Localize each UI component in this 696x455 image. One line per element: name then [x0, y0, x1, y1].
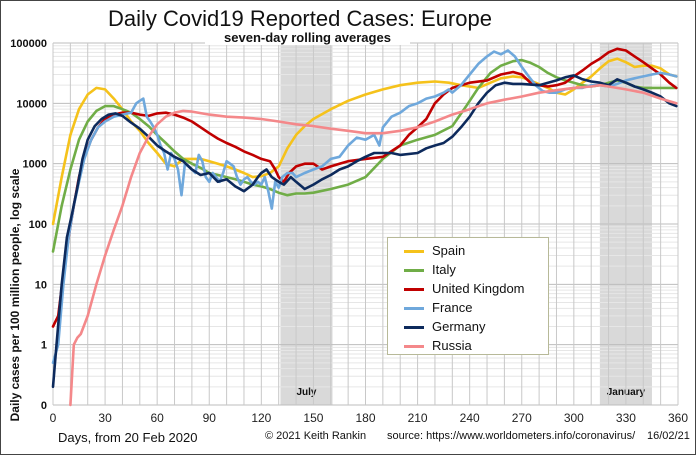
chart-subtitle: seven-day rolling averages [205, 30, 410, 45]
legend-label: United Kingdom [432, 281, 525, 296]
legend-item: France [388, 299, 548, 318]
date-text: 16/02/21 [647, 430, 690, 442]
legend-swatch [404, 307, 424, 310]
legend-item: Spain [388, 242, 548, 261]
x-tick-label: 90 [203, 411, 217, 425]
series-line-spain [51, 57, 678, 226]
series-line-france [51, 49, 678, 365]
y-tick-label: 10 [35, 279, 47, 291]
legend-swatch [404, 288, 424, 291]
legend-swatch [404, 345, 424, 348]
y-tick-label: 1 [41, 340, 47, 352]
x-tick-label: 60 [150, 411, 164, 425]
x-tick-label: 360 [668, 411, 688, 425]
copyright-text: © 2021 Keith Rankin [265, 430, 367, 442]
series-line-germany [51, 74, 678, 389]
x-tick-label: 270 [512, 411, 532, 425]
x-tick-label: 330 [616, 411, 636, 425]
legend-item: Russia [388, 337, 548, 356]
legend-label: France [432, 300, 473, 315]
shaded-band-label: July [296, 387, 316, 398]
x-tick-label: 240 [460, 411, 480, 425]
x-tick-label: 0 [50, 411, 57, 425]
y-tick-label: 1000 [23, 159, 47, 171]
legend-label: Germany [432, 319, 486, 334]
x-tick-label: 300 [564, 411, 584, 425]
legend-item: Germany [388, 318, 548, 337]
y-tick-label: 10000 [16, 98, 47, 110]
source-text: source: https://www.worldometers.info/co… [387, 430, 636, 442]
y-tick-label: 100 [29, 219, 47, 231]
legend-label: Russia [432, 338, 472, 353]
x-tick-label: 180 [355, 411, 375, 425]
legend: Spain Italy United Kingdom France Germany Rus… [387, 237, 549, 355]
x-axis-label: Days, from 20 Feb 2020 [58, 430, 198, 445]
legend-item: Italy [388, 261, 548, 280]
x-tick-label: 120 [251, 411, 271, 425]
legend-swatch [404, 326, 424, 329]
legend-item: United Kingdom [388, 280, 548, 299]
y-tick-label: 0 [41, 400, 47, 412]
x-tick-label: 210 [408, 411, 428, 425]
legend-label: Spain [432, 243, 466, 258]
x-tick-label: 30 [98, 411, 112, 425]
y-tick-label: 100000 [10, 38, 47, 50]
legend-swatch [404, 269, 424, 272]
chart-title: Daily Covid19 Reported Cases: Europe [108, 6, 492, 31]
x-tick-label: 150 [303, 411, 323, 425]
legend-label: Italy [432, 262, 456, 277]
series-line-russia [69, 83, 678, 407]
legend-swatch [404, 250, 424, 253]
